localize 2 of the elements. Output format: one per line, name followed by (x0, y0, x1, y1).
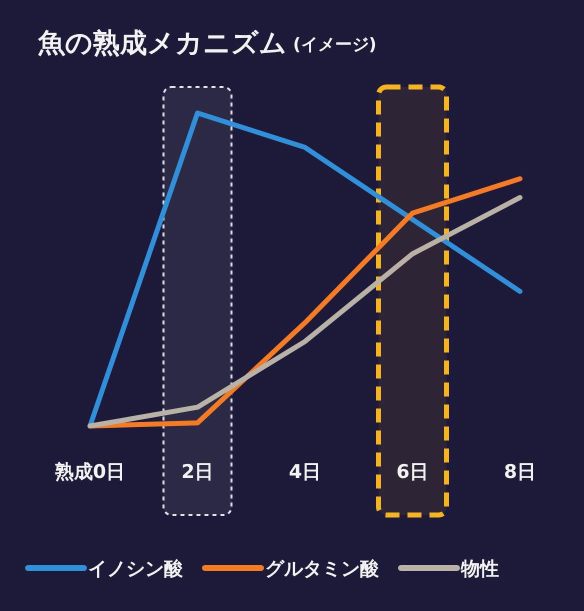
title: 魚の熟成メカニズム (38, 28, 287, 59)
subtitle: (イメージ) (293, 35, 377, 55)
